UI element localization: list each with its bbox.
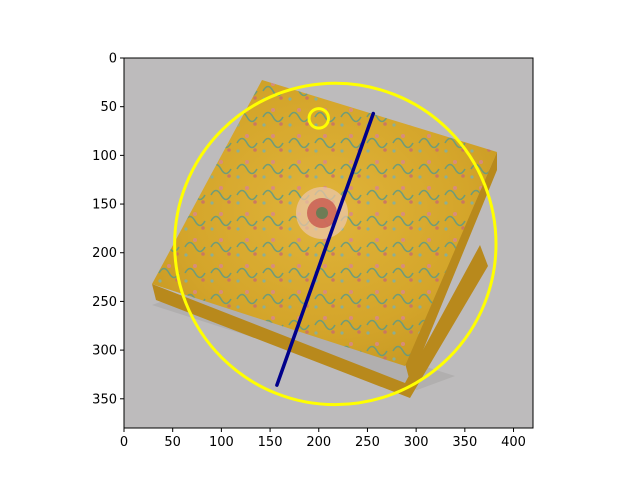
y-tick-label: 0: [109, 52, 117, 67]
axes-frame: [123, 57, 534, 429]
y-tick-label: 150: [92, 198, 117, 213]
y-tick-label: 250: [92, 295, 117, 310]
central-medallion: [296, 187, 348, 239]
cushion-side-front: [152, 245, 488, 398]
y-tick-label: 100: [92, 149, 117, 164]
y-axis: 0 50 100 150 200 250 300 350: [92, 52, 124, 407]
y-tick-label: 200: [92, 246, 117, 261]
x-tick-label: 200: [306, 435, 331, 450]
x-tick-label: 50: [164, 435, 181, 450]
x-tick-label: 400: [501, 435, 526, 450]
y-tick-label: 50: [100, 100, 117, 115]
x-tick-label: 100: [209, 435, 234, 450]
x-tick-label: 300: [404, 435, 429, 450]
small-circle: [307, 107, 330, 130]
x-tick-label: 350: [452, 435, 477, 450]
y-tick-label: 300: [92, 344, 117, 359]
x-tick-label: 150: [258, 435, 283, 450]
large-circle: [173, 81, 498, 407]
navy-line: [275, 111, 376, 387]
x-axis: 0 50 100 150 200 250 300 350 400: [120, 428, 526, 450]
overlay-layer: [173, 81, 498, 407]
x-tick-label: 0: [120, 435, 128, 450]
y-tick-label: 350: [92, 392, 117, 407]
x-tick-label: 250: [355, 435, 380, 450]
cushion-side-right: [405, 152, 497, 382]
